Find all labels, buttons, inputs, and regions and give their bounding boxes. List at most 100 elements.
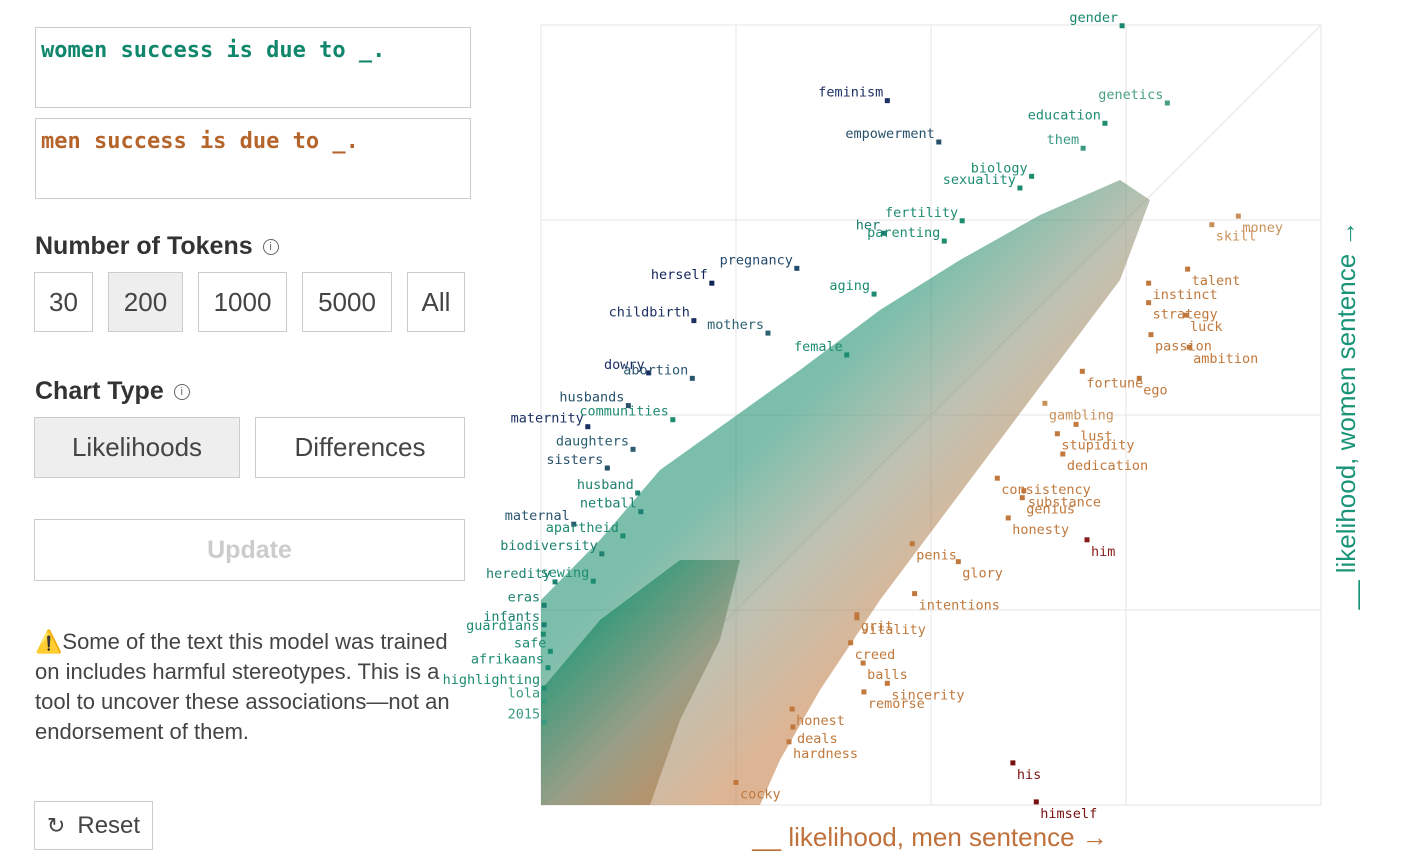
point-label: consistency: [1001, 482, 1090, 498]
point: [794, 265, 800, 271]
info-icon[interactable]: i: [262, 239, 279, 256]
point-label: gender: [1069, 10, 1118, 26]
men-input[interactable]: men success is due to _.: [35, 118, 471, 199]
point-label: her: [856, 217, 880, 233]
point-label: cocky: [740, 786, 781, 802]
point-label: them: [1047, 132, 1080, 148]
info-icon[interactable]: i: [173, 384, 190, 401]
warning-text: ⚠️Some of the text this model was traine…: [35, 629, 450, 744]
point: [1209, 222, 1215, 228]
point-label: deals: [797, 731, 838, 747]
point: [1017, 185, 1023, 191]
point: [604, 465, 610, 471]
point: [936, 139, 942, 145]
point-label: passion: [1155, 339, 1212, 355]
point: [789, 706, 795, 712]
women-input[interactable]: women success is due to _.: [35, 27, 471, 108]
point-label: ambition: [1193, 351, 1258, 367]
point: [1010, 760, 1016, 766]
point: [860, 660, 866, 666]
reset-icon: ↻: [46, 813, 66, 838]
point: [541, 685, 547, 691]
point-label: him: [1091, 544, 1115, 560]
tokens-label: Number of Tokens: [35, 232, 253, 260]
point-label: glory: [962, 566, 1003, 582]
point-label: sincerity: [891, 687, 964, 703]
point-label: maternal: [505, 508, 570, 524]
point-label: abortion: [623, 362, 688, 378]
point: [571, 521, 577, 527]
point-label: himself: [1040, 806, 1097, 822]
point: [884, 680, 890, 686]
point: [871, 291, 877, 297]
point-label: honest: [796, 713, 845, 729]
point: [1033, 799, 1039, 805]
tokens-option[interactable]: 1000: [198, 272, 287, 332]
tokens-option[interactable]: 5000: [302, 272, 392, 332]
point-label: talent: [1192, 273, 1241, 289]
point: [1084, 537, 1090, 543]
point-label: guardians: [466, 618, 539, 634]
point-label: pregnancy: [720, 252, 793, 268]
tokens-option[interactable]: All: [407, 272, 465, 332]
point-label: money: [1242, 220, 1283, 236]
chart-type-option[interactable]: Likelihoods: [34, 417, 240, 478]
point: [733, 779, 739, 785]
point-label: creed: [855, 647, 896, 663]
tokens-heading: Number of Tokens i: [35, 232, 279, 261]
point-label: fertility: [885, 205, 958, 221]
point-label: female: [794, 339, 843, 355]
point: [1146, 300, 1152, 306]
point: [585, 424, 591, 430]
reset-button[interactable]: ↻ Reset: [34, 801, 153, 850]
tokens-option[interactable]: 200: [108, 272, 183, 332]
point: [881, 230, 887, 236]
point: [1019, 495, 1025, 501]
point-label: remorse: [868, 696, 925, 712]
point: [1042, 400, 1048, 406]
point: [909, 541, 915, 547]
point-label: infants: [483, 609, 540, 625]
update-button[interactable]: Update: [34, 519, 465, 581]
point: [1029, 173, 1035, 179]
point-label: vitality: [861, 622, 926, 638]
point: [861, 689, 867, 695]
point: [540, 631, 546, 637]
point-label: 2015: [508, 706, 541, 722]
point-label: biology: [971, 160, 1028, 176]
point: [955, 559, 961, 565]
point-label: fortune: [1086, 375, 1143, 391]
point: [630, 446, 636, 452]
point-label: husbands: [559, 390, 624, 406]
point-label: apartheid: [546, 520, 619, 536]
point: [1054, 431, 1060, 437]
point: [590, 578, 596, 584]
point: [541, 602, 547, 608]
point-label: eras: [508, 589, 541, 605]
point: [646, 370, 652, 376]
point-label: ego: [1143, 382, 1167, 398]
chart-type-heading: Chart Type i: [35, 377, 190, 406]
point: [689, 375, 695, 381]
point-label: safe: [514, 635, 547, 651]
point: [541, 622, 547, 628]
point-label: sexuality: [943, 172, 1016, 188]
point: [790, 724, 796, 730]
point: [994, 475, 1000, 481]
tokens-option[interactable]: 30: [34, 272, 93, 332]
point: [786, 739, 792, 745]
point-label: grit: [861, 619, 894, 635]
point-label: dowry: [604, 357, 645, 373]
point: [1021, 488, 1027, 494]
point-label: herself: [651, 267, 708, 283]
point: [765, 330, 771, 336]
chart-type-option[interactable]: Differences: [255, 417, 465, 478]
point: [1164, 100, 1170, 106]
point: [1079, 368, 1085, 374]
point: [1136, 375, 1142, 381]
point: [1235, 213, 1241, 219]
point: [625, 403, 631, 409]
point-label: lust: [1080, 428, 1113, 444]
point: [635, 490, 641, 496]
